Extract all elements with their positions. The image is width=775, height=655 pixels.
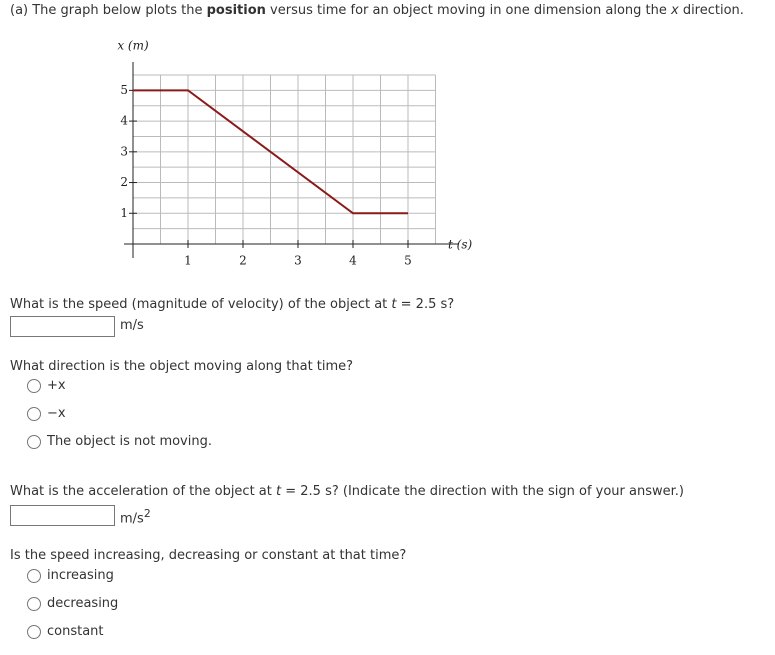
q-text: What is the speed (magnitude of velocity… — [10, 297, 392, 312]
q-text: = 2.5 s? (Indicate the direction with th… — [281, 484, 684, 499]
chart: x (m) t (s) 1 2 3 4 5 1 2 3 4 5 — [117, 39, 472, 268]
option-label[interactable]: constant — [47, 624, 104, 639]
intro-text: versus time for an object moving in one … — [265, 3, 671, 18]
option-label[interactable]: increasing — [47, 568, 114, 583]
y-tick-label: 3 — [120, 144, 128, 158]
data-line — [133, 89, 408, 215]
x-tick-label: 3 — [294, 254, 302, 268]
intro-bold: position — [206, 3, 266, 18]
unit-exp: 2 — [143, 507, 151, 520]
option-label[interactable]: −x — [47, 406, 66, 421]
intro-text: (a) The graph below plots the — [10, 3, 207, 18]
intro-var: x — [670, 3, 679, 18]
q-var: t — [276, 484, 282, 499]
y-tick-label: 5 — [120, 83, 128, 97]
intro: (a) The graph below plots the position v… — [10, 3, 744, 18]
y-tick-label: 1 — [120, 206, 128, 220]
q2-text: What direction is the object moving alon… — [10, 359, 354, 374]
x-axis-label: t (s) — [448, 238, 472, 252]
y-axis-label: x (m) — [117, 39, 149, 53]
unit: m/s2 — [120, 507, 151, 526]
q4-text: Is the speed increasing, decreasing or c… — [10, 548, 407, 563]
radio[interactable] — [27, 569, 41, 583]
option-label[interactable]: +x — [47, 378, 66, 393]
q-text: = 2.5 s? — [396, 297, 455, 312]
q3-text: What is the acceleration of the object a… — [10, 484, 684, 499]
intro-text: direction. — [678, 3, 744, 18]
radio[interactable] — [27, 435, 41, 449]
x-tick-label: 4 — [349, 254, 357, 268]
radio[interactable] — [27, 407, 41, 421]
answer-input[interactable] — [10, 316, 115, 337]
unit-text: m/s — [120, 511, 144, 527]
radio[interactable] — [27, 379, 41, 393]
x-tick-label: 2 — [239, 254, 247, 268]
answer-input[interactable] — [10, 505, 115, 526]
radio[interactable] — [27, 597, 41, 611]
x-tick-label: 5 — [404, 254, 412, 268]
option-label[interactable]: The object is not moving. — [47, 434, 212, 449]
option-label[interactable]: decreasing — [47, 596, 119, 611]
y-tick-label: 2 — [120, 175, 128, 189]
q1-text: What is the speed (magnitude of velocity… — [10, 297, 454, 312]
q-var: t — [391, 297, 397, 312]
q-text: What is the acceleration of the object a… — [10, 484, 277, 499]
unit: m/s — [120, 318, 144, 333]
radio[interactable] — [27, 625, 41, 639]
x-tick-label: 1 — [184, 254, 192, 268]
y-tick-label: 4 — [120, 114, 128, 128]
